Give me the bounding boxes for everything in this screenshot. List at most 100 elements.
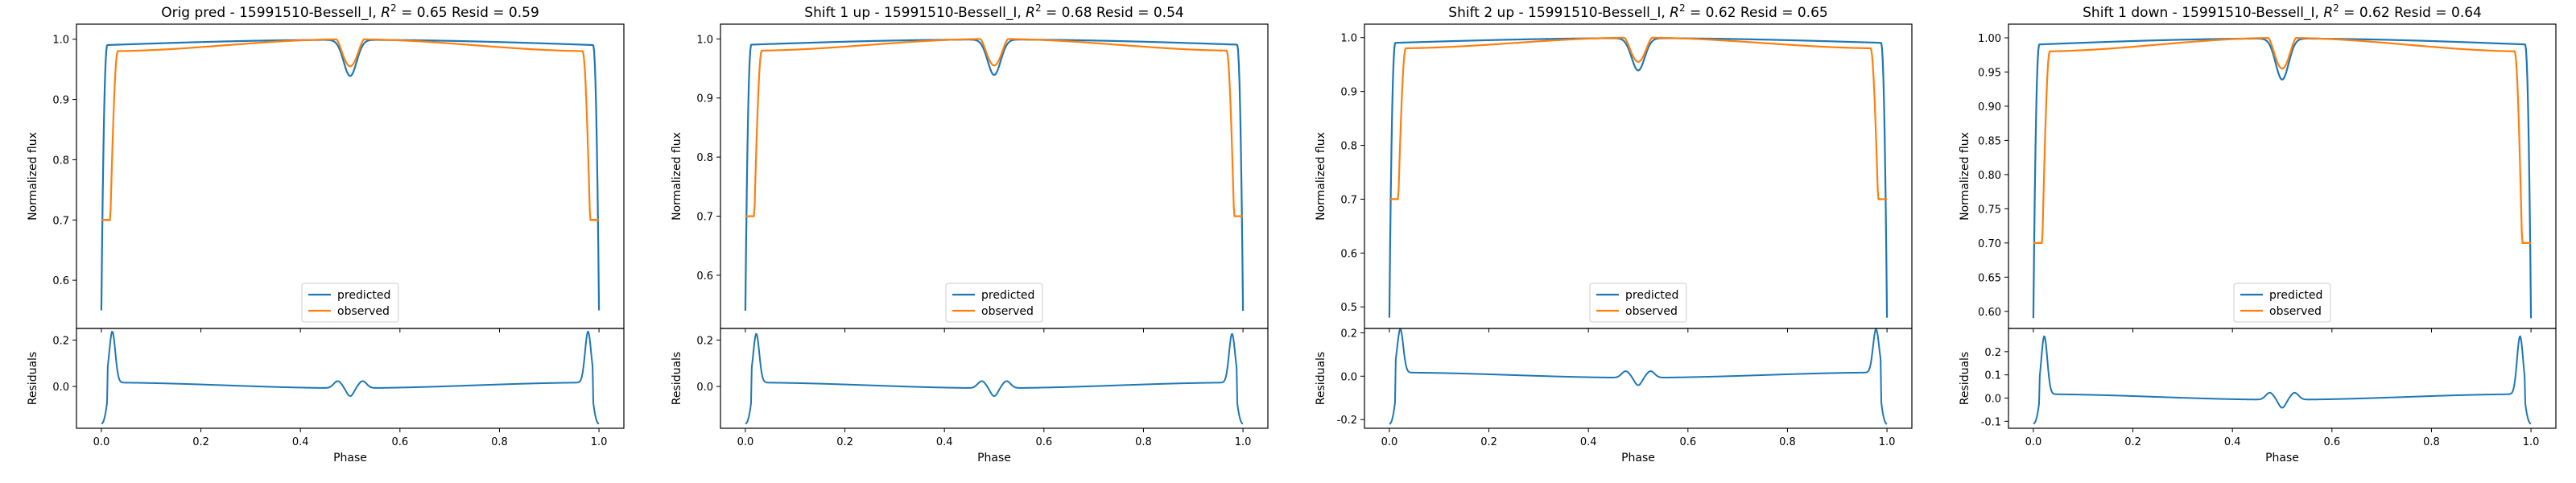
y-tick-label: 0.75 <box>1978 204 2001 216</box>
observed-line <box>745 38 1244 217</box>
x-tick-label: 0.0 <box>737 436 754 448</box>
title-rest: = 0.65 Resid = 0.59 <box>397 5 539 21</box>
title-main: Shift 1 up - 15991510-Bessell_I, <box>804 5 1026 21</box>
panel-title: Shift 2 up - 15991510-Bessell_I, R2 = 0.… <box>1448 2 1827 21</box>
x-tick-label: 0.2 <box>192 436 209 448</box>
resid-y-tick-label: 0.2 <box>1340 328 1357 340</box>
resid-y-tick-label: -0.2 <box>1337 415 1357 427</box>
y-tick-label: 0.5 <box>1340 302 1357 314</box>
resid-y-tick-label: 0.2 <box>52 335 69 347</box>
legend-box <box>2233 283 2331 323</box>
main-plot-area <box>2032 37 2533 319</box>
y-tick-label: 0.7 <box>1340 194 1357 206</box>
x-tick-label: 0.4 <box>2224 436 2241 448</box>
observed-line <box>2033 37 2532 244</box>
title-rest: = 0.62 Resid = 0.65 <box>1686 5 1828 21</box>
residual-axis-label: Residuals <box>27 352 39 405</box>
x-tick-label: 1.0 <box>2523 436 2540 448</box>
x-tick-label: 0.6 <box>2323 436 2340 448</box>
y-tick-label: 0.6 <box>52 275 69 287</box>
title-r: R <box>381 5 390 21</box>
x-tick-label: 1.0 <box>1879 436 1896 448</box>
y-tick-label: 0.95 <box>1978 67 2001 79</box>
x-tick-label: 0.2 <box>836 436 853 448</box>
x-tick-label: 0.0 <box>1381 436 1398 448</box>
main-axes-frame <box>720 23 1269 329</box>
title-sup: 2 <box>2333 2 2339 14</box>
title-sup: 2 <box>1679 2 1686 14</box>
y-axis-label: Normalized flux <box>1959 132 1971 221</box>
chart-panel-2: Shift 1 up - 15991510-Bessell_I, R2 = 0.… <box>671 2 1269 464</box>
legend: predicted observed <box>301 283 399 323</box>
x-axis-label: Phase <box>333 452 367 464</box>
main-plot-area <box>744 38 1245 311</box>
y-tick-label: 0.90 <box>1978 101 2001 114</box>
resid-y-tick-label: 0.0 <box>696 382 713 394</box>
y-tick-label: 0.8 <box>52 155 69 167</box>
resid-y-tick-label: 0.2 <box>1984 347 2001 359</box>
residual-plot-area <box>2033 335 2532 425</box>
legend-entry-observed: observed <box>337 305 390 318</box>
legend: predicted observed <box>2233 283 2331 323</box>
y-tick-label: 0.9 <box>52 95 69 107</box>
legend-entry-predicted: predicted <box>2269 289 2322 302</box>
x-tick-label: 0.0 <box>93 436 110 448</box>
y-tick-label: 0.9 <box>696 93 713 105</box>
y-tick-label: 1.0 <box>52 35 69 47</box>
legend-entry-predicted: predicted <box>337 289 390 302</box>
x-tick-label: 0.4 <box>292 436 309 448</box>
legend: predicted observed <box>1589 283 1687 323</box>
y-axis-label: Normalized flux <box>27 132 39 221</box>
y-tick-label: 0.70 <box>1978 238 2001 250</box>
legend-entry-predicted: predicted <box>1625 289 1678 302</box>
y-tick-label: 0.65 <box>1978 272 2001 284</box>
residual-axes-frame <box>2008 328 2557 429</box>
x-tick-label: 0.6 <box>1679 436 1696 448</box>
residual-plot-area <box>1389 328 1888 425</box>
observed-line <box>1389 36 1888 200</box>
x-tick-label: 0.4 <box>936 436 953 448</box>
residual-line <box>2033 335 2532 425</box>
y-tick-label: 0.85 <box>1978 135 2001 147</box>
predicted-line <box>744 39 1245 311</box>
residual-axes-frame <box>1364 328 1913 429</box>
predicted-line <box>2032 37 2533 319</box>
main-plot-area <box>100 38 601 311</box>
title-main: Shift 2 up - 15991510-Bessell_I, <box>1448 5 1670 21</box>
x-tick-label: 0.4 <box>1580 436 1597 448</box>
title-main: Shift 1 down - 15991510-Bessell_I, <box>2083 5 2323 21</box>
chart-panel-4: Shift 1 down - 15991510-Bessell_I, R2 = … <box>1959 2 2557 464</box>
predicted-line <box>1388 37 1889 318</box>
y-tick-label: 0.8 <box>696 152 713 164</box>
legend-box <box>1589 283 1687 323</box>
residual-plot-area <box>745 332 1244 425</box>
title-sup: 2 <box>1035 2 1042 14</box>
title-r: R <box>2323 5 2333 21</box>
y-tick-label: 0.60 <box>1978 307 2001 319</box>
resid-y-tick-label: 0.2 <box>696 335 713 347</box>
resid-y-tick-label: 0.1 <box>1984 370 2001 382</box>
resid-y-tick-label: -0.1 <box>1981 416 2001 428</box>
residual-axis-label: Residuals <box>1315 352 1327 405</box>
y-tick-label: 0.7 <box>696 212 713 224</box>
x-axis-label: Phase <box>2265 452 2299 464</box>
y-tick-label: 0.9 <box>1340 87 1357 99</box>
y-tick-label: 1.0 <box>1340 33 1357 45</box>
x-tick-label: 0.0 <box>2025 436 2042 448</box>
main-axes-frame <box>2008 23 2557 329</box>
y-tick-label: 0.6 <box>1340 248 1357 260</box>
resid-y-tick-label: 0.0 <box>1340 371 1357 383</box>
legend-box <box>301 283 399 323</box>
x-tick-label: 0.2 <box>1480 436 1497 448</box>
residual-axis-label: Residuals <box>1959 352 1971 405</box>
title-rest: = 0.68 Resid = 0.54 <box>1042 5 1184 21</box>
y-tick-label: 1.00 <box>1978 33 2001 45</box>
x-tick-label: 0.6 <box>391 436 408 448</box>
x-axis-label: Phase <box>1621 452 1655 464</box>
x-tick-label: 0.8 <box>1135 436 1152 448</box>
observed-line <box>101 38 600 221</box>
residual-line <box>745 332 1244 425</box>
resid-y-tick-label: 0.0 <box>52 382 69 394</box>
legend-box <box>945 283 1043 323</box>
